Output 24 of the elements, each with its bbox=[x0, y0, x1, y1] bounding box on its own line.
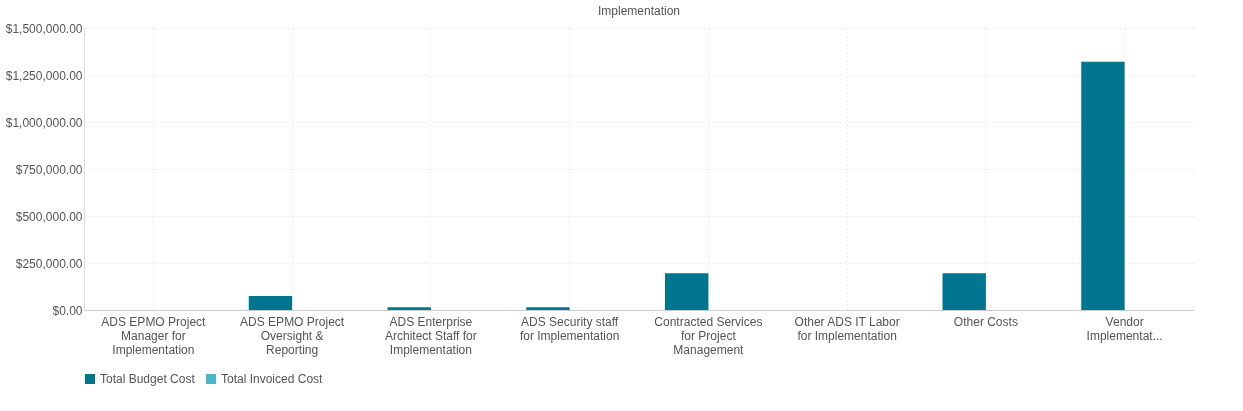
bar bbox=[665, 273, 709, 310]
legend-label: Total Budget Cost bbox=[100, 372, 196, 386]
chart-title: Implementation bbox=[597, 4, 681, 18]
y-tick-label: $1,500,000.00 bbox=[5, 21, 83, 36]
y-tick-label: $1,250,000.00 bbox=[5, 68, 83, 83]
x-tick-label: ADS EPMO Project Oversight & Reporting bbox=[240, 314, 345, 357]
x-tick-label: Other Costs bbox=[953, 314, 1018, 329]
bar bbox=[248, 295, 293, 310]
bar bbox=[942, 273, 986, 310]
y-tick-label: $1,000,000.00 bbox=[5, 115, 83, 130]
x-tick-label: ADS Security staff for Implementation bbox=[519, 314, 620, 343]
legend-label: Total Invoiced Cost bbox=[221, 372, 324, 386]
x-tick-label: Contracted Services for Project Management bbox=[654, 314, 763, 357]
y-tick-label: $750,000.00 bbox=[15, 162, 83, 177]
y-tick-label: $500,000.00 bbox=[15, 209, 83, 224]
x-tick-label: Vendor Implementat... bbox=[1086, 314, 1163, 343]
x-tick-label: ADS EPMO Project Manager for Implementation bbox=[101, 314, 207, 357]
bar bbox=[1081, 61, 1125, 310]
bar bbox=[526, 307, 570, 310]
bar bbox=[387, 307, 431, 310]
x-tick-label: ADS Enterprise Architect Staff for Implementation bbox=[384, 314, 477, 357]
y-tick-label: $0.00 bbox=[52, 303, 83, 318]
y-tick-label: $250,000.00 bbox=[15, 256, 83, 271]
x-tick-label: Other ADS IT Labor for Implementation bbox=[794, 314, 900, 343]
